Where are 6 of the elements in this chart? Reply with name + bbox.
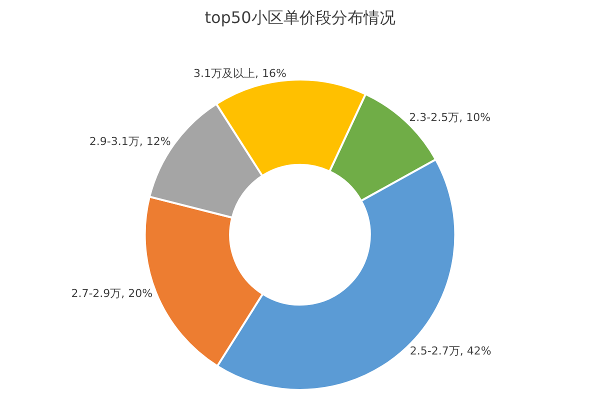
chart-title: top50小区单价段分布情况 xyxy=(204,8,396,28)
slice-label: 2.9-3.1万, 12% xyxy=(89,135,171,148)
slice-label: 3.1万及以上, 16% xyxy=(194,66,286,80)
slice-label: 2.3-2.5万, 10% xyxy=(409,111,491,124)
slice-label: 2.5-2.7万, 42% xyxy=(410,344,492,358)
slice-label: 2.7-2.9万, 20% xyxy=(71,286,153,300)
